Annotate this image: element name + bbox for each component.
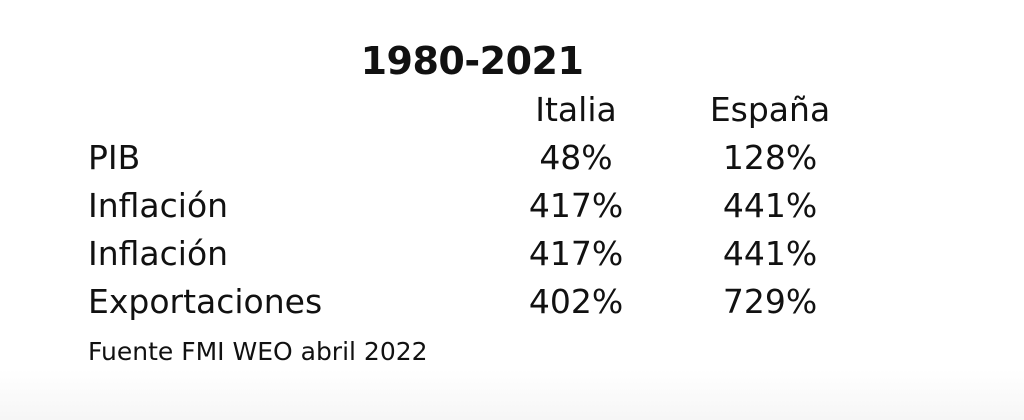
row-label: PIB — [88, 138, 141, 177]
cell-italia: 402% — [528, 282, 624, 321]
cell-italia: 48% — [539, 138, 613, 177]
cell-italia: 417% — [528, 186, 624, 225]
table-row-inflacion-repeat: Inflación 417% 441% — [0, 230, 1024, 278]
column-header-italia: Italia — [535, 90, 617, 129]
cell-espana: 729% — [722, 282, 818, 321]
table-title: 1980-2021 — [360, 39, 584, 83]
column-header-espana: España — [709, 90, 831, 129]
cell-espana: 128% — [722, 138, 818, 177]
table-row-exportaciones: Exportaciones 402% 729% — [0, 278, 1024, 326]
row-label: Inflación — [88, 234, 229, 273]
cell-espana: 441% — [722, 186, 818, 225]
cell-espana: 441% — [722, 234, 818, 273]
cell-italia: 417% — [528, 234, 624, 273]
row-label: Exportaciones — [88, 282, 323, 321]
source-note: Fuente FMI WEO abril 2022 — [88, 337, 428, 366]
row-label: Inflación — [88, 186, 229, 225]
table-row-inflacion: Inflación 417% 441% — [0, 182, 1024, 230]
table-row-pib: PIB 48% 128% — [0, 134, 1024, 182]
